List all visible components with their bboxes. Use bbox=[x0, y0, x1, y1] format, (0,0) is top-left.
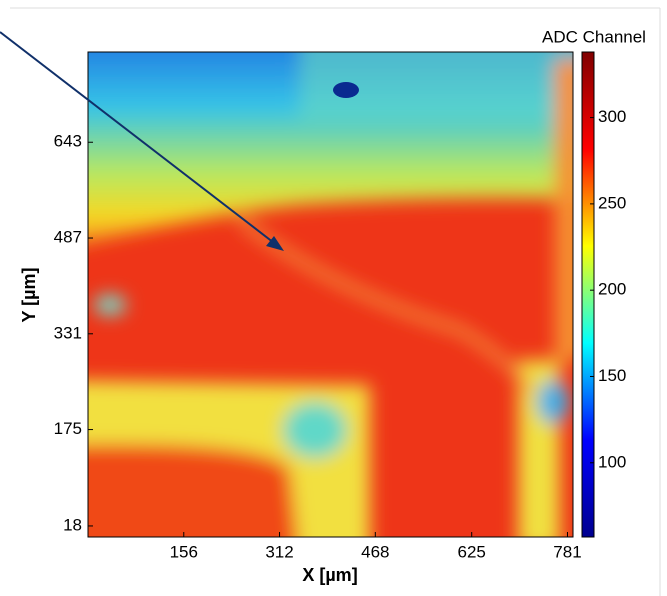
y-tick-label: 331 bbox=[54, 323, 82, 342]
x-tick-label: 312 bbox=[265, 542, 293, 561]
x-tick-label: 625 bbox=[458, 542, 486, 561]
colorbar-tick-label: 150 bbox=[598, 366, 626, 385]
y-axis-label: Y [µm] bbox=[19, 267, 39, 322]
colorbar-tick-label: 100 bbox=[598, 452, 626, 471]
annotation-arrow bbox=[0, 31, 284, 251]
y-tick-label: 175 bbox=[54, 419, 82, 438]
colorbar-tick-label: 300 bbox=[598, 107, 626, 126]
plot-frame bbox=[87, 51, 574, 538]
colorbar-tick-label: 250 bbox=[598, 193, 626, 212]
x-axis-label: X [µm] bbox=[302, 565, 357, 585]
colorbar-title: ADC Channel bbox=[542, 27, 646, 46]
colorbar bbox=[581, 51, 595, 538]
x-tick-label: 468 bbox=[361, 542, 389, 561]
colorbar-tick-label: 200 bbox=[598, 280, 626, 299]
x-tick-label: 781 bbox=[553, 542, 581, 561]
y-tick-label: 18 bbox=[63, 515, 82, 534]
y-tick-label: 487 bbox=[54, 228, 82, 247]
heatmap bbox=[88, 52, 573, 537]
y-tick-label: 643 bbox=[54, 132, 82, 151]
x-tick-label: 156 bbox=[170, 542, 198, 561]
